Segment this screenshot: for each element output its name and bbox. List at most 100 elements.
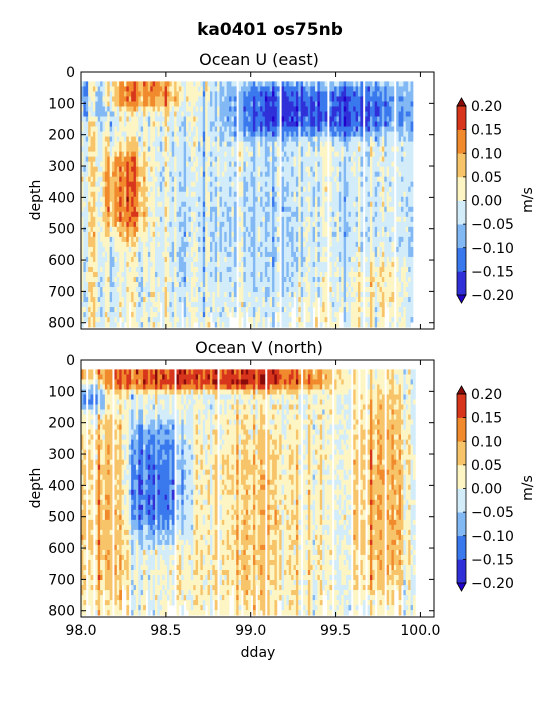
heatmap-cell — [245, 136, 249, 142]
heatmap-cell — [310, 216, 314, 223]
heatmap-cell — [140, 126, 144, 132]
heatmap-cell — [233, 302, 237, 308]
heatmap-cell — [293, 121, 297, 127]
heatmap-cell — [97, 302, 101, 308]
heatmap-cell — [243, 91, 247, 97]
heatmap-cell — [83, 136, 87, 142]
heatmap-cell — [257, 211, 261, 218]
heatmap-cell — [248, 96, 251, 102]
heatmap-cell — [150, 116, 154, 122]
heatmap-cell — [128, 276, 132, 283]
heatmap-cell — [88, 312, 91, 318]
heatmap-cell — [200, 307, 204, 313]
heatmap-cell — [152, 276, 156, 283]
heatmap-cell — [319, 81, 323, 87]
heatmap-cell — [272, 111, 275, 117]
heatmap-cell — [267, 302, 271, 308]
heatmap-cell — [195, 281, 199, 288]
heatmap-cell — [264, 111, 268, 117]
heatmap-cell — [143, 271, 146, 278]
heatmap-cell — [176, 176, 180, 183]
heatmap-cell — [212, 101, 216, 107]
heatmap-cell — [205, 231, 208, 238]
heatmap-cell — [157, 121, 161, 127]
heatmap-cell — [159, 216, 163, 223]
heatmap-cell — [81, 241, 84, 248]
heatmap-cell — [174, 302, 177, 308]
heatmap-cell — [322, 276, 325, 283]
heatmap-cell — [123, 151, 127, 158]
heatmap-cell — [92, 276, 96, 283]
heatmap-cell — [169, 156, 173, 163]
heatmap-cell — [307, 156, 311, 163]
heatmap-cell — [135, 161, 139, 168]
heatmap-cell — [298, 101, 302, 107]
heatmap-cell — [243, 161, 247, 168]
heatmap-cell — [133, 292, 137, 298]
heatmap-cell — [312, 297, 316, 303]
heatmap-cell — [303, 101, 306, 107]
heatmap-cell — [329, 281, 333, 288]
heatmap-cell — [100, 166, 103, 173]
heatmap-cell — [119, 281, 122, 288]
heatmap-cell — [90, 181, 94, 188]
heatmap-cell — [85, 166, 89, 173]
heatmap-cell — [97, 121, 101, 127]
heatmap-cell — [241, 236, 244, 243]
heatmap-cell — [166, 171, 170, 178]
heatmap-cell — [260, 126, 263, 132]
heatmap-cell — [198, 226, 201, 233]
heatmap-cell — [92, 302, 96, 308]
heatmap-cell — [300, 206, 304, 213]
heatmap-cell — [281, 186, 285, 193]
heatmap-cell — [317, 226, 321, 233]
heatmap-cell — [269, 246, 273, 253]
heatmap-cell — [128, 261, 132, 268]
heatmap-cell — [272, 81, 275, 87]
heatmap-cell — [295, 151, 299, 158]
heatmap-cell — [231, 231, 235, 238]
heatmap-cell — [329, 287, 333, 293]
heatmap-cell — [233, 236, 237, 243]
heatmap-cell — [143, 151, 146, 158]
heatmap-cell — [183, 116, 187, 122]
heatmap-cell — [133, 161, 137, 168]
heatmap-cell — [317, 166, 321, 173]
heatmap-cell — [233, 131, 237, 137]
heatmap-cell — [143, 136, 146, 142]
heatmap-cell — [267, 196, 271, 203]
heatmap-cell — [205, 246, 208, 253]
heatmap-cell — [186, 302, 189, 308]
heatmap-cell — [169, 196, 173, 203]
heatmap-cell — [157, 307, 161, 313]
heatmap-cell — [262, 111, 266, 117]
heatmap-cell — [315, 231, 318, 238]
heatmap-cell — [95, 292, 99, 298]
heatmap-cell — [324, 292, 328, 298]
heatmap-cell — [217, 287, 220, 293]
heatmap-cell — [83, 116, 87, 122]
heatmap-cell — [307, 261, 311, 268]
heatmap-cell — [281, 176, 285, 183]
heatmap-cell — [95, 206, 99, 213]
heatmap-cell — [286, 307, 290, 313]
heatmap-cell — [274, 256, 278, 263]
heatmap-cell — [145, 221, 149, 228]
heatmap-cell — [315, 201, 318, 208]
heatmap-cell — [109, 216, 113, 223]
heatmap-cell — [281, 201, 285, 208]
heatmap-cell — [245, 211, 249, 218]
heatmap-cell — [135, 156, 139, 163]
heatmap-cell — [312, 96, 316, 102]
heatmap-cell — [143, 101, 146, 107]
heatmap-cell — [202, 226, 206, 233]
heatmap-cell — [248, 312, 251, 318]
heatmap-cell — [159, 292, 163, 298]
heatmap-cell — [319, 96, 323, 102]
heatmap-cell — [334, 96, 337, 102]
heatmap-cell — [274, 231, 278, 238]
heatmap-cell — [164, 106, 168, 112]
heatmap-cell — [303, 231, 306, 238]
heatmap-cell — [202, 206, 206, 213]
heatmap-cell — [183, 191, 187, 198]
